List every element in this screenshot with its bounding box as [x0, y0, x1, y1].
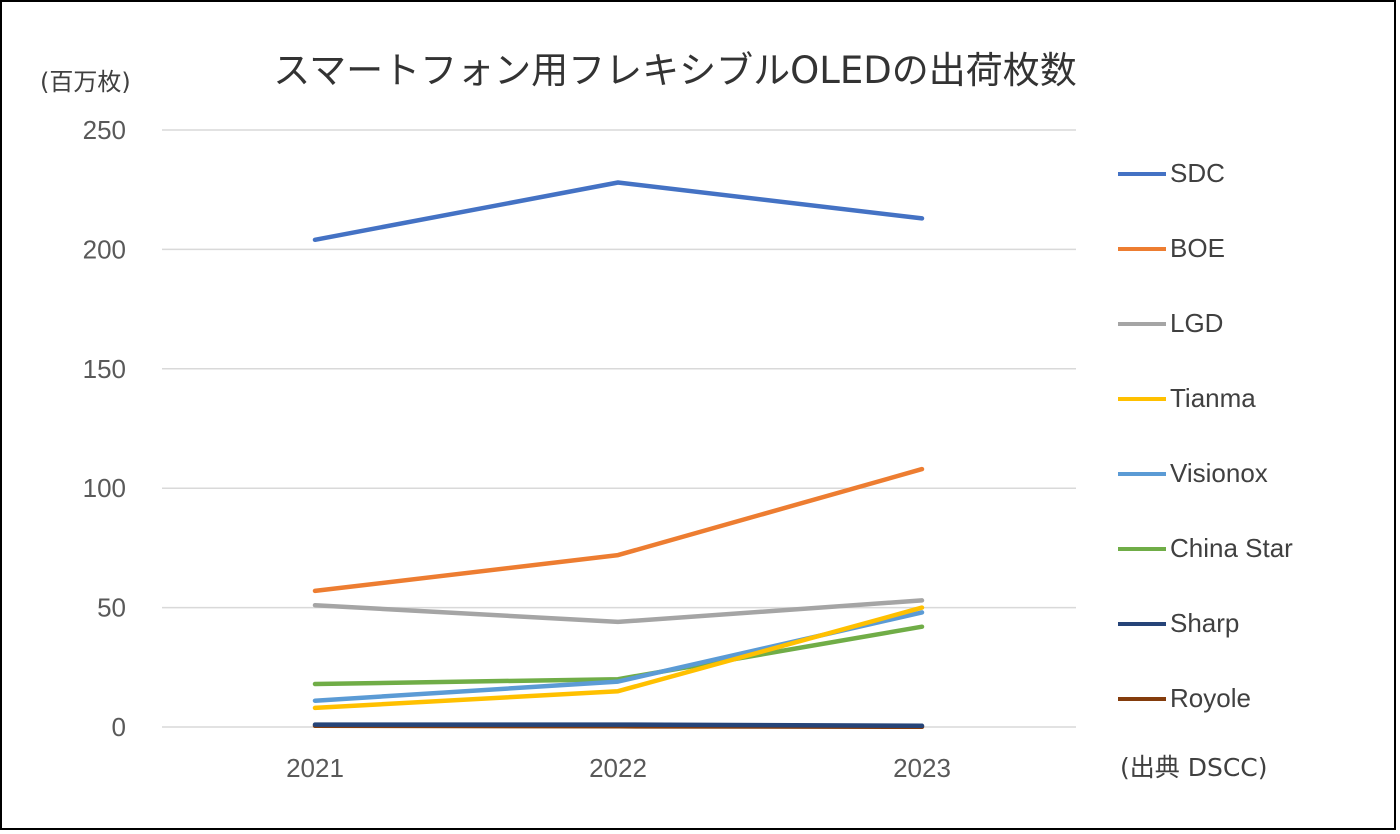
x-tick-label: 2023	[893, 753, 951, 783]
legend-label: China Star	[1170, 533, 1293, 563]
legend-item: Visionox	[1118, 436, 1388, 511]
legend-item: Sharp	[1118, 586, 1388, 661]
series-line-china-star	[312, 624, 925, 687]
legend-label: LGD	[1170, 308, 1224, 338]
legend-label: BOE	[1170, 233, 1225, 263]
legend-item: BOE	[1118, 211, 1388, 286]
y-tick-label: 200	[83, 234, 126, 264]
x-tick-label: 2022	[589, 753, 647, 783]
series-line-visionox	[312, 610, 925, 703]
x-tick-label: 2021	[286, 753, 344, 783]
y-tick-label: 0	[112, 712, 126, 742]
legend-swatch	[1118, 396, 1166, 401]
legend-swatch	[1118, 246, 1166, 251]
series-line-lgd	[312, 598, 925, 625]
series-lines	[312, 180, 925, 730]
legend-swatch	[1118, 321, 1166, 326]
legend-item: China Star	[1118, 511, 1388, 586]
legend-item: LGD	[1118, 286, 1388, 361]
y-tick-labels: 0 50 100 150 200 250	[83, 115, 126, 742]
series-line-boe	[312, 466, 925, 594]
x-tick-labels: 2021 2022 2023	[286, 753, 951, 783]
legend-label: Royole	[1170, 683, 1251, 713]
legend-item: Tianma	[1118, 361, 1388, 436]
legend-label: Sharp	[1170, 608, 1240, 638]
source-note: (出典 DSCC)	[1120, 753, 1268, 782]
y-axis-unit-label: (百万枚)	[40, 68, 131, 96]
series-line-sdc	[312, 180, 925, 243]
gridlines	[162, 129, 1076, 728]
legend-swatch	[1118, 546, 1166, 551]
legend-swatch	[1118, 171, 1166, 176]
legend-item: Royole	[1118, 661, 1388, 736]
series-line-tianma	[312, 605, 925, 711]
legend-swatch	[1118, 696, 1166, 701]
legend-swatch	[1118, 471, 1166, 476]
legend: SDC BOE LGD Tianma Visionox China Star Sharp Ro…	[1118, 136, 1388, 736]
legend-label: Tianma	[1170, 383, 1256, 413]
legend-swatch	[1118, 621, 1166, 626]
legend-label: SDC	[1170, 158, 1225, 188]
y-tick-label: 250	[83, 115, 126, 145]
series-line-sharp	[312, 722, 925, 729]
y-tick-label: 150	[83, 354, 126, 384]
legend-item: SDC	[1118, 136, 1388, 211]
chart-title: スマートフォン用フレキシブルOLEDの出荷枚数	[273, 49, 1077, 92]
y-tick-label: 100	[83, 473, 126, 503]
y-tick-label: 50	[97, 593, 126, 623]
legend-label: Visionox	[1170, 458, 1268, 488]
